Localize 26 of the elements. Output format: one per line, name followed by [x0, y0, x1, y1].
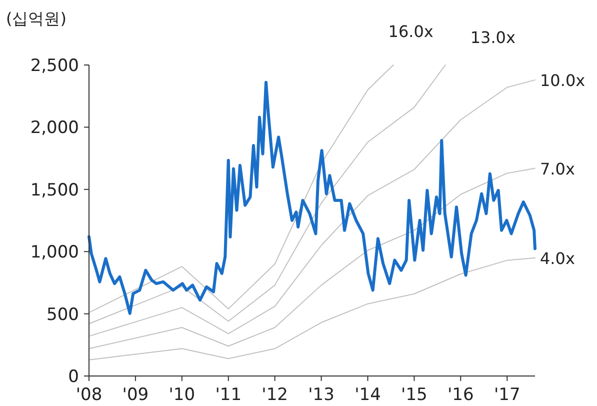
- x-tick-label: '11: [215, 385, 242, 405]
- y-axis-title: (십억원): [6, 9, 66, 28]
- x-tick-label: '12: [262, 385, 288, 405]
- x-tick-label: '10: [168, 385, 196, 405]
- y-tick-label: 2,500: [30, 56, 79, 76]
- line-series: [88, 168, 536, 350]
- series-label: 10.0x: [540, 70, 586, 90]
- y-tick-label: 500: [46, 304, 79, 325]
- x-tick-label: '09: [122, 385, 149, 405]
- x-tick-label: '15: [401, 385, 428, 405]
- y-tick-label: 0: [68, 367, 79, 387]
- line-series: [88, 64, 446, 324]
- series-label: 4.0x: [540, 248, 575, 268]
- x-tick-label: '17: [494, 385, 520, 405]
- line-series: [88, 257, 536, 360]
- series-label: 7.0x: [540, 159, 575, 178]
- y-tick-label: 2,000: [30, 118, 79, 138]
- series-label: 16.0x: [388, 22, 434, 41]
- x-tick-label: '13: [308, 385, 334, 405]
- series-label: 13.0x: [470, 28, 516, 47]
- x-tick-label: '16: [448, 385, 474, 405]
- x-tick-label: '08: [76, 385, 102, 405]
- x-tick-label: '14: [354, 385, 381, 405]
- y-tick-label: 1,500: [30, 180, 79, 200]
- line-series: [88, 64, 394, 314]
- y-tick-label: 1,000: [30, 242, 79, 263]
